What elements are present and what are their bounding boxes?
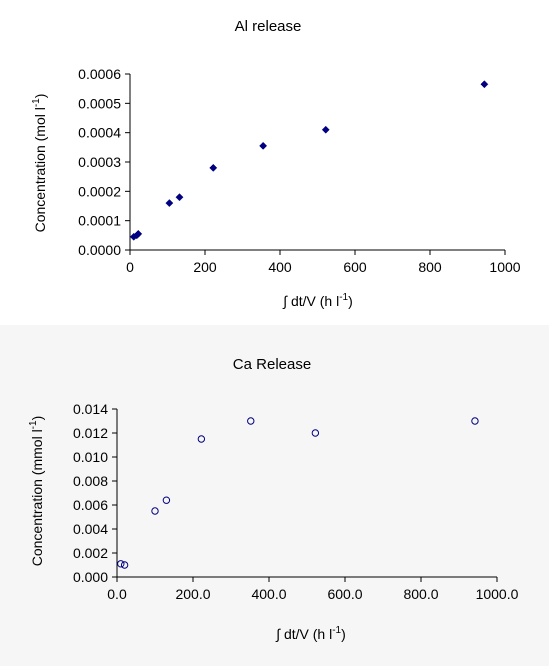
y-tick-label: 0.004 <box>73 521 108 537</box>
x-axis-label: ∫ dt/V (h l-1) <box>282 292 353 309</box>
x-tick-label: 1000 <box>489 259 520 275</box>
x-tick-label: 1000.0 <box>476 586 519 602</box>
y-tick-label: 0.0003 <box>78 154 121 170</box>
y-axis-label: Concentration (mol l-1) <box>31 94 48 233</box>
y-tick-label: 0.0000 <box>78 242 121 258</box>
y-tick-label: 0.008 <box>73 473 108 489</box>
x-tick-label: 200.0 <box>175 586 210 602</box>
chart-title: Ca Release <box>233 356 311 373</box>
data-points <box>129 80 489 241</box>
y-tick-label: 0.0004 <box>78 125 121 141</box>
y-tick-label: 0.012 <box>73 425 108 441</box>
data-point <box>247 417 255 425</box>
data-point <box>162 496 171 504</box>
data-point <box>259 141 268 150</box>
y-tick-label: 0.0002 <box>78 183 121 199</box>
x-tick-label: 600 <box>343 259 367 275</box>
y-tick-label: 0.002 <box>73 545 108 561</box>
al-release-chart-panel: Al release 0.0000 0.0001 0.0002 0.0003 0.000… <box>0 0 549 325</box>
x-axis-ticks: 0 200 400 600 800 1000 <box>126 250 521 275</box>
data-point <box>134 229 143 238</box>
al-release-chart: Al release 0.00000.00010.00020.00030.000… <box>31 18 521 309</box>
x-tick-label: 800.0 <box>403 586 438 602</box>
data-point <box>471 417 479 425</box>
data-point <box>165 199 174 208</box>
y-tick-label: 0.0005 <box>78 95 121 111</box>
y-tick-label: 0.006 <box>73 497 108 513</box>
data-point <box>120 561 129 569</box>
x-tick-label: 400 <box>268 259 292 275</box>
x-tick-label: 400.0 <box>251 586 286 602</box>
data-point <box>197 435 206 443</box>
x-tick-label: 800 <box>418 259 442 275</box>
data-point <box>175 193 184 202</box>
y-axis-ticks: 0.000 0.002 0.004 0.006 0.008 0.010 0.012 0.014 <box>73 401 117 585</box>
chart-axes <box>116 409 497 578</box>
y-tick-label: 0.000 <box>73 569 108 585</box>
ca-release-chart-panel: Ca Release 0.000 0.002 0.004 0.006 0.008 0.01… <box>0 325 549 666</box>
chart-axes <box>129 74 505 251</box>
ca-release-chart: Ca Release 0.0000.0020.0040.0060.0080.01… <box>28 356 519 642</box>
x-axis-label: ∫ dt/V (h l-1) <box>275 625 346 642</box>
data-point <box>311 429 320 437</box>
data-point <box>209 163 218 172</box>
x-axis-ticks: 0.0 200.0 400.0 600.0 800.0 1000.0 <box>107 577 519 602</box>
data-point <box>151 507 159 515</box>
data-point <box>480 80 489 89</box>
y-tick-label: 0.0001 <box>78 213 121 229</box>
x-tick-label: 0.0 <box>107 586 127 602</box>
x-tick-label: 600.0 <box>327 586 362 602</box>
x-tick-label: 200 <box>193 259 217 275</box>
y-tick-label: 0.014 <box>73 401 108 417</box>
y-tick-label: 0.0006 <box>78 66 121 82</box>
data-point <box>117 560 125 568</box>
data-point <box>321 125 330 134</box>
data-points <box>117 417 479 569</box>
y-tick-label: 0.010 <box>73 449 108 465</box>
y-axis-ticks: 0.0000 0.0001 0.0002 0.0003 0.0004 0.0005 0.00… <box>78 66 130 258</box>
chart-title: Al release <box>235 18 302 35</box>
y-axis-label: Concentration (mmol l-1) <box>28 416 45 567</box>
x-tick-label: 0 <box>126 259 134 275</box>
